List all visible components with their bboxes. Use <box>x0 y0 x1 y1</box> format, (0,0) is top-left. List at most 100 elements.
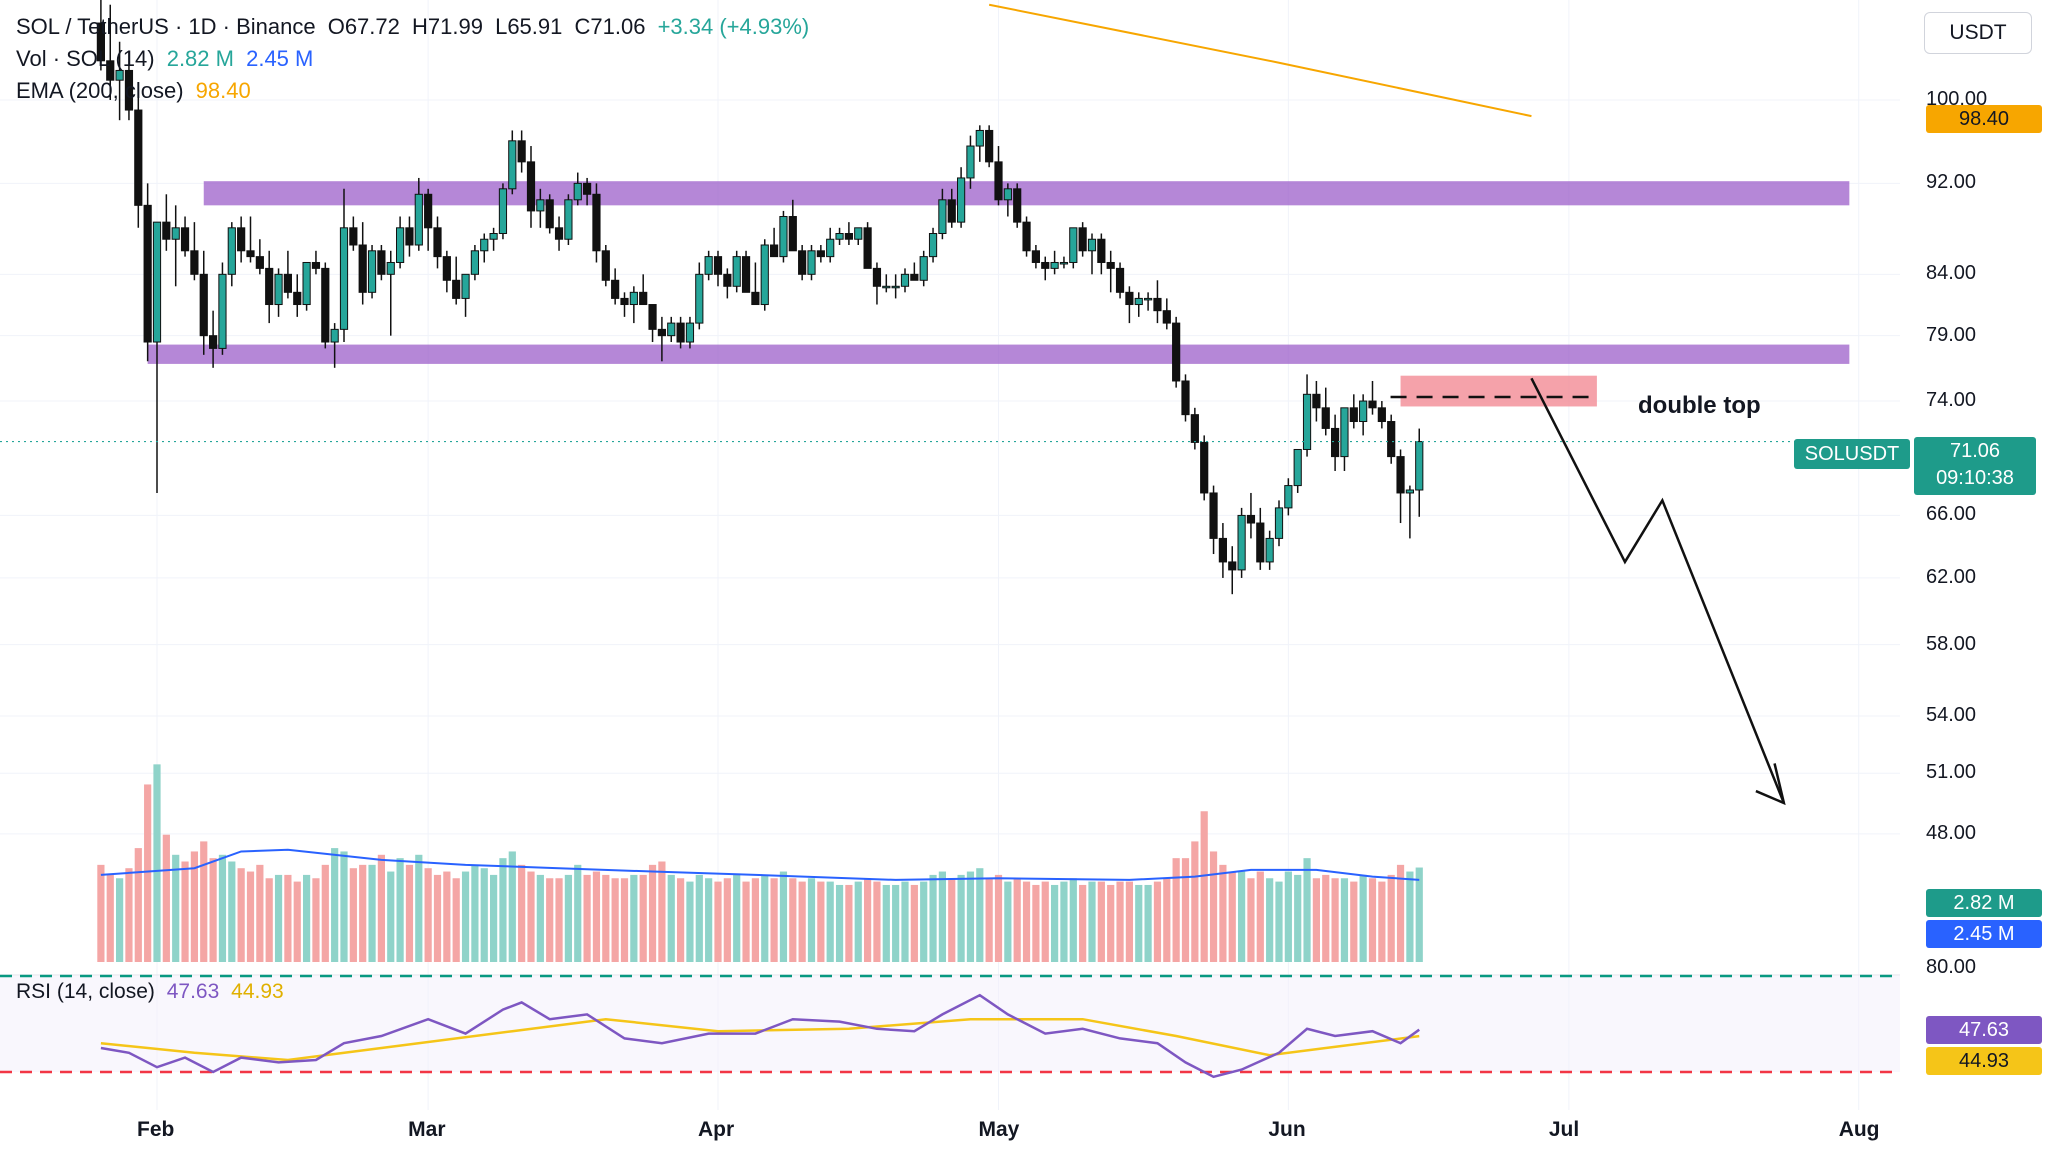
volume-bar <box>845 884 853 962</box>
volume-bar <box>948 878 956 962</box>
volume-bar <box>583 874 591 962</box>
volume-bar <box>405 864 414 962</box>
candle-down <box>1097 238 1106 263</box>
volume-bar <box>1368 878 1377 962</box>
candle-down <box>844 233 853 240</box>
volume-bar <box>705 878 713 962</box>
legend-open: O67.72 <box>327 14 400 39</box>
volume-bar <box>1415 867 1423 962</box>
volume-bar <box>1238 871 1246 962</box>
volume-bar <box>555 878 563 962</box>
bar-countdown: 09:10:38 <box>1936 467 2014 489</box>
volume-bar <box>873 881 881 962</box>
candle-down <box>1331 427 1340 458</box>
candle-down <box>1228 561 1237 571</box>
volume-bar <box>162 834 170 962</box>
volume-bar <box>658 861 666 962</box>
volume-bar <box>976 868 984 962</box>
candle-down <box>910 273 919 281</box>
volume-bar <box>1013 878 1021 962</box>
legend-vol-ma: 2.45 M <box>246 46 314 71</box>
candle-down <box>377 250 386 275</box>
candle-down <box>1190 414 1199 443</box>
volume-bar <box>1312 878 1320 962</box>
volume-bar <box>1107 884 1115 962</box>
candle-up <box>274 273 283 306</box>
volume-bar <box>1322 874 1330 962</box>
candle-up <box>1134 297 1143 306</box>
volume-bar <box>835 884 844 962</box>
candle-up <box>386 261 395 275</box>
volume-bar <box>1172 858 1180 962</box>
volume-bar <box>340 851 348 962</box>
volume-bar <box>387 871 395 962</box>
candle-down <box>713 256 723 275</box>
volume-bar <box>359 864 367 962</box>
volume-bar <box>1144 884 1152 962</box>
volume-bar <box>499 858 507 962</box>
legend-high: H71.99 <box>412 14 483 39</box>
candle-down <box>1153 297 1162 312</box>
candle-up <box>396 227 405 263</box>
volume-bar <box>1051 884 1059 962</box>
candle-down <box>1162 310 1171 324</box>
volume-bar <box>985 878 993 962</box>
volume-bar <box>97 864 105 962</box>
volume-bar <box>807 878 816 962</box>
candle-up <box>695 273 704 324</box>
price-tick: 79.00 <box>1926 323 1977 346</box>
candle-down <box>798 250 807 275</box>
volume-bar <box>1032 884 1040 962</box>
volume-bar <box>1247 878 1255 962</box>
volume-bar <box>1275 881 1283 962</box>
projection-arrowhead <box>1755 763 1786 806</box>
volume-bar <box>798 881 806 962</box>
volume-bar <box>209 858 217 962</box>
volume-bars <box>97 764 1423 962</box>
volume-bar <box>396 858 404 962</box>
price-tick: 54.00 <box>1926 704 1977 727</box>
volume-bar <box>536 874 544 962</box>
currency-button[interactable]: USDT <box>1924 12 2032 54</box>
candle-up <box>667 322 676 337</box>
volume-bar <box>452 878 460 962</box>
volume-bar <box>480 868 488 962</box>
volume-bar <box>620 878 629 962</box>
candle-down <box>106 60 115 81</box>
double-top-label: double top <box>1638 392 1761 419</box>
price-tick: 51.00 <box>1926 761 1977 784</box>
volume-bar <box>714 881 722 962</box>
candle-down <box>442 256 451 281</box>
candle-up <box>115 69 124 81</box>
volume-bar <box>546 878 554 962</box>
volume-bar <box>994 874 1003 962</box>
volume-bar <box>246 871 255 962</box>
candle-down <box>620 297 629 306</box>
price-tick: 66.00 <box>1926 503 1977 526</box>
volume-bar <box>686 881 694 962</box>
volume-bar <box>910 884 918 962</box>
volume-bar <box>723 878 731 962</box>
candle-down <box>1321 407 1330 429</box>
volume-bar <box>312 878 320 962</box>
candle-down <box>311 261 321 269</box>
volume-bar <box>265 878 273 962</box>
candle-up <box>1087 238 1097 252</box>
candle-down <box>648 304 657 330</box>
candle-down <box>162 221 171 240</box>
price-tick: 100.00 <box>1926 88 1988 110</box>
candle-up <box>891 285 900 289</box>
month-tick: Apr <box>698 1118 735 1141</box>
candle-down <box>1387 421 1396 458</box>
candle-down <box>676 322 685 343</box>
last-price-tag: 71.06 09:10:38 <box>1914 437 2036 495</box>
volume-bar <box>695 874 703 962</box>
ema-line <box>988 3 1532 118</box>
volume-bar <box>172 854 180 962</box>
candle-down <box>863 227 872 269</box>
candle-up <box>367 250 377 293</box>
volume-bar <box>508 851 516 962</box>
rsi-tag: 47.63 <box>1926 1016 2042 1044</box>
volume-bar <box>116 878 124 962</box>
